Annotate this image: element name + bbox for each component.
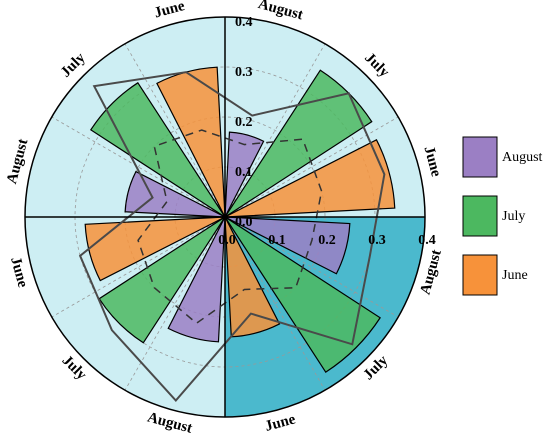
category-label: June <box>421 145 445 179</box>
bar <box>224 216 381 373</box>
line-series <box>137 129 323 325</box>
r-tick-label: 0.4 <box>235 15 253 30</box>
bar <box>89 81 226 218</box>
r-tick-label: 0.0 <box>218 233 236 248</box>
r-tick-label: 0.3 <box>235 65 253 80</box>
legend-label: August <box>502 150 543 165</box>
r-tick-label: 0.1 <box>235 165 253 180</box>
r-tick-label: 0.0 <box>235 215 253 230</box>
bar <box>224 216 351 275</box>
legend-label: July <box>502 209 525 224</box>
bar <box>167 216 226 343</box>
r-tick-label: 0.1 <box>268 233 286 248</box>
bar <box>84 216 226 282</box>
category-label: August <box>4 137 31 185</box>
legend-swatch <box>462 254 498 296</box>
legend-label: June <box>502 268 528 283</box>
category-label: June <box>7 255 31 289</box>
bar <box>124 170 226 218</box>
border <box>24 16 426 418</box>
line-series <box>78 71 386 403</box>
r-tick-label: 0.2 <box>235 115 253 130</box>
r-tick-label: 0.2 <box>318 233 336 248</box>
legend-swatch <box>462 195 498 237</box>
r-tick-label: 0.3 <box>368 233 386 248</box>
bar <box>224 131 265 218</box>
category-label: June <box>263 411 297 435</box>
category-label: June <box>153 0 187 21</box>
bar <box>224 139 396 218</box>
r-tick-label: 0.4 <box>418 233 436 248</box>
legend-swatch <box>462 136 498 178</box>
category-label: August <box>256 0 304 23</box>
